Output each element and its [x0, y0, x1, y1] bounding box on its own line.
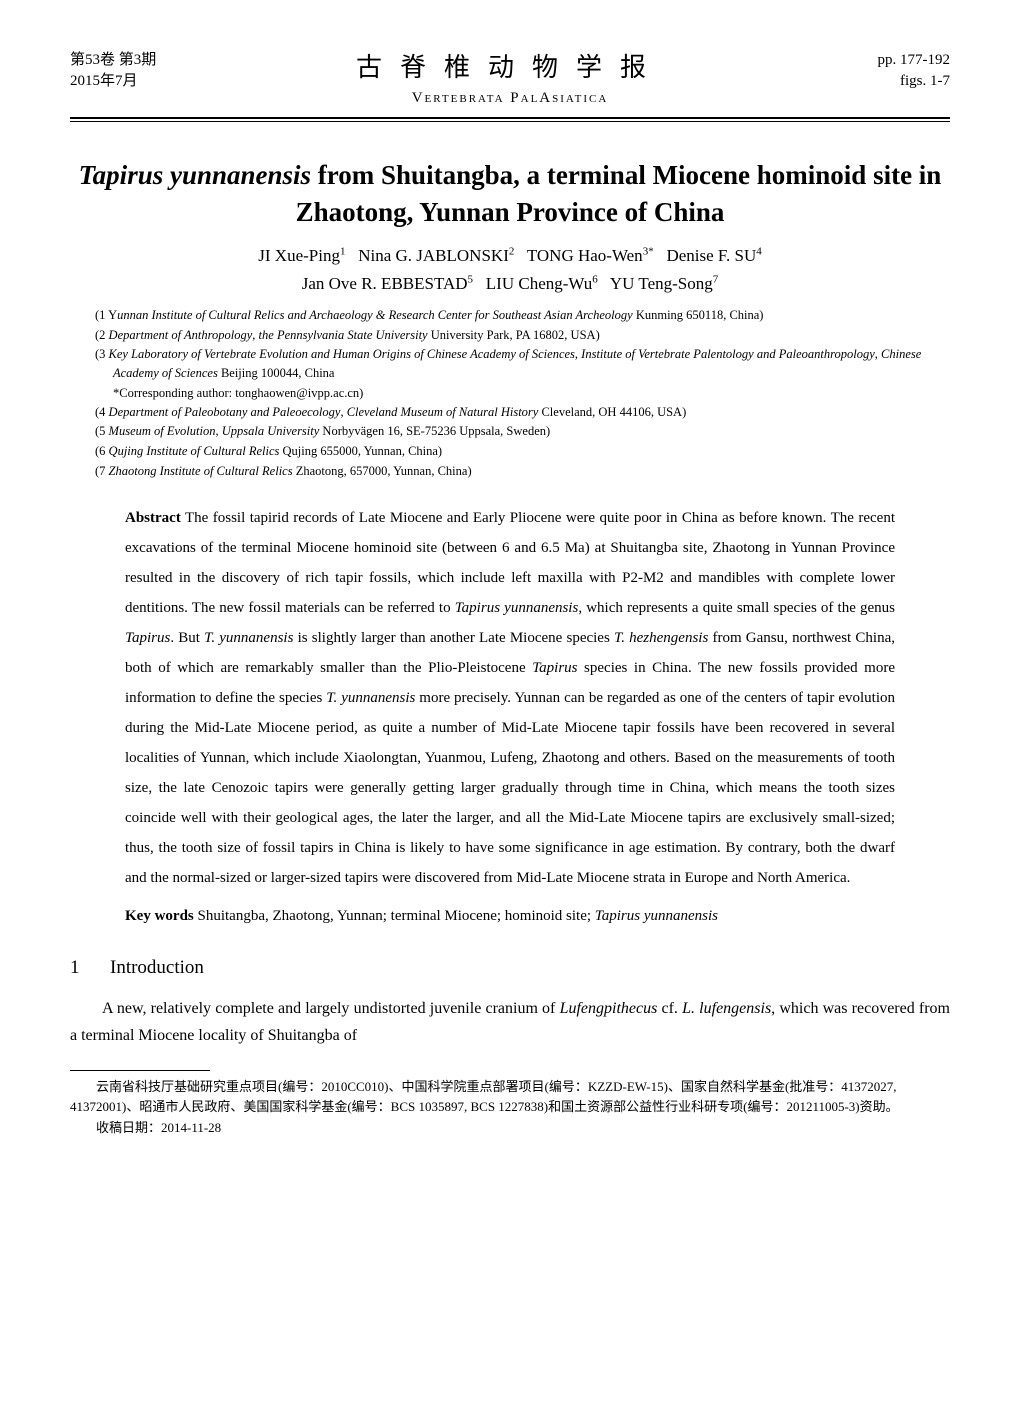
affiliation-7: (7 Zhaotong Institute of Cultural Relics… [95, 462, 925, 481]
affiliation-4: (4 Department of Paleobotany and Paleoec… [95, 403, 925, 422]
journal-title-cjk: 古脊椎动物学报 [230, 50, 790, 86]
affiliation-2: (2 Department of Anthropology, the Penns… [95, 326, 925, 345]
keywords: Key words Shuitangba, Zhaotong, Yunnan; … [125, 901, 895, 931]
affiliation-6: (6 Qujing Institute of Cultural Relics Q… [95, 442, 925, 461]
authors-line-1: JI Xue-Ping1 Nina G. JABLONSKI2 TONG Hao… [70, 244, 950, 268]
body-species-2: L. lufengensis [682, 1000, 771, 1017]
author-1: JI Xue-Ping [258, 246, 340, 265]
body-species-1: Lufengpithecus [560, 1000, 658, 1017]
aff-5-num: (5 [95, 424, 109, 438]
body-1a: A new, relatively complete and largely u… [102, 1000, 560, 1017]
author-2: Nina G. JABLONSKI [358, 246, 509, 265]
figure-range: figs. 1-7 [790, 71, 950, 92]
aff-3-num: (3 [95, 347, 109, 361]
author-1-affil: 1 [340, 246, 346, 258]
affiliation-3: (3 Key Laboratory of Vertebrate Evolutio… [95, 345, 925, 383]
author-2-affil: 2 [509, 246, 515, 258]
aff-7-dept: Zhaotong Institute of Cultural Relics [109, 464, 293, 478]
aff-7-tail: Zhaotong, 657000, Yunnan, China) [293, 464, 472, 478]
abstract-species-4: T. hezhengensis [614, 630, 708, 646]
aff-7-num: (7 [95, 464, 109, 478]
aff-5-dept2: Uppsala University [222, 424, 320, 438]
aff-1-dept: unnan Institute of Cultural Relics and A… [117, 308, 633, 322]
title-rest: from Shuitangba, a terminal Miocene homi… [296, 160, 942, 226]
author-3: TONG Hao-Wen [527, 246, 643, 265]
authors-line-2: Jan Ove R. EBBESTAD5 LIU Cheng-Wu6 YU Te… [70, 272, 950, 296]
abstract-species-1: Tapirus yunnanensis [455, 600, 579, 616]
footnotes: 云南省科技厅基础研究重点项目(编号：2010CC010)、中国科学院重点部署项目… [70, 1077, 950, 1139]
abstract-label: Abstract [125, 510, 181, 526]
keywords-text: Shuitangba, Zhaotong, Yunnan; terminal M… [194, 908, 595, 924]
section-1-number: 1 [70, 955, 110, 982]
aff-3-dept: Key Laboratory of Vertebrate Evolution a… [109, 347, 575, 361]
abstract-text-4: is slightly larger than another Late Mio… [293, 630, 614, 646]
aff-4-dept2: Cleveland Museum of Natural History [347, 405, 539, 419]
abstract-species-3: T. yunnanensis [204, 630, 293, 646]
title-species: Tapirus yunnanensis [79, 160, 311, 190]
aff-3-dept2: Institute of Vertebrate Palentology and … [581, 347, 875, 361]
abstract-text-2: , which represents a quite small species… [578, 600, 895, 616]
section-1-title: Introduction [110, 957, 204, 978]
abstract-species-5: Tapirus [532, 660, 577, 676]
body-paragraph-1: A new, relatively complete and largely u… [70, 995, 950, 1049]
publication-date: 2015年7月 [70, 71, 230, 92]
abstract: Abstract The fossil tapirid records of L… [125, 503, 895, 893]
affiliations: (1 Yunnan Institute of Cultural Relics a… [95, 306, 925, 481]
abstract-species-6: T. yunnanensis [326, 690, 415, 706]
volume-issue: 第53卷 第3期 [70, 50, 230, 71]
affiliation-5: (5 Museum of Evolution, Uppsala Universi… [95, 422, 925, 441]
aff-5-tail: Norbyvägen 16, SE-75236 Uppsala, Sweden) [319, 424, 550, 438]
aff-2-num: (2 [95, 328, 109, 342]
aff-6-dept: Qujing Institute of Cultural Relics [109, 444, 280, 458]
body-1b: cf. [657, 1000, 682, 1017]
aff-3-tail: Beijing 100044, China [218, 366, 335, 380]
keywords-label: Key words [125, 908, 194, 924]
keywords-species: Tapirus yunnanensis [595, 908, 718, 924]
abstract-text-3: . But [170, 630, 204, 646]
journal-header: 第53卷 第3期 2015年7月 古脊椎动物学报 Vertebrata PalA… [70, 50, 950, 109]
section-1-heading: 1Introduction [70, 955, 950, 982]
affiliation-1: (1 Yunnan Institute of Cultural Relics a… [95, 306, 925, 325]
abstract-text-7: more precisely. Yunnan can be regarded a… [125, 690, 895, 886]
aff-4-dept: Department of Paleobotany and Paleoecolo… [109, 405, 341, 419]
header-left: 第53卷 第3期 2015年7月 [70, 50, 230, 92]
author-5-affil: 5 [468, 273, 474, 285]
footnote-funding: 云南省科技厅基础研究重点项目(编号：2010CC010)、中国科学院重点部署项目… [70, 1077, 950, 1119]
footnote-rule [70, 1070, 210, 1071]
footnote-received-date: 收稿日期：2014-11-28 [70, 1118, 950, 1139]
aff-6-tail: Qujing 655000, Yunnan, China) [279, 444, 442, 458]
page-range: pp. 177-192 [790, 50, 950, 71]
journal-title-latin: Vertebrata PalAsiatica [230, 88, 790, 109]
aff-1-tail: Kunming 650118, China) [633, 308, 764, 322]
aff-2-dept: Department of Anthropology [109, 328, 253, 342]
author-3-affil: 3* [643, 246, 654, 258]
author-6-affil: 6 [592, 273, 598, 285]
aff-4-num: (4 [95, 405, 109, 419]
header-rule-thick [70, 117, 950, 119]
author-4: Denise F. SU [666, 246, 756, 265]
article-title: Tapirus yunnanensis from Shuitangba, a t… [70, 157, 950, 230]
aff-6-num: (6 [95, 444, 109, 458]
aff-1-num: (1 Y [95, 308, 117, 322]
author-5: Jan Ove R. EBBESTAD [302, 274, 468, 293]
header-right: pp. 177-192 figs. 1-7 [790, 50, 950, 92]
aff-5-dept: Museum of Evolution [109, 424, 216, 438]
aff-2-dept2: the Pennsylvania State University [259, 328, 428, 342]
abstract-species-2: Tapirus [125, 630, 170, 646]
author-6: LIU Cheng-Wu [486, 274, 592, 293]
author-7: YU Teng-Song [610, 274, 713, 293]
author-4-affil: 4 [756, 246, 762, 258]
aff-2-tail: University Park, PA 16802, USA) [428, 328, 600, 342]
header-center: 古脊椎动物学报 Vertebrata PalAsiatica [230, 50, 790, 109]
author-7-affil: 7 [713, 273, 719, 285]
corresponding-author: *Corresponding author: tonghaowen@ivpp.a… [95, 384, 925, 403]
aff-4-tail: Cleveland, OH 44106, USA) [538, 405, 686, 419]
header-rule-thin [70, 121, 950, 122]
